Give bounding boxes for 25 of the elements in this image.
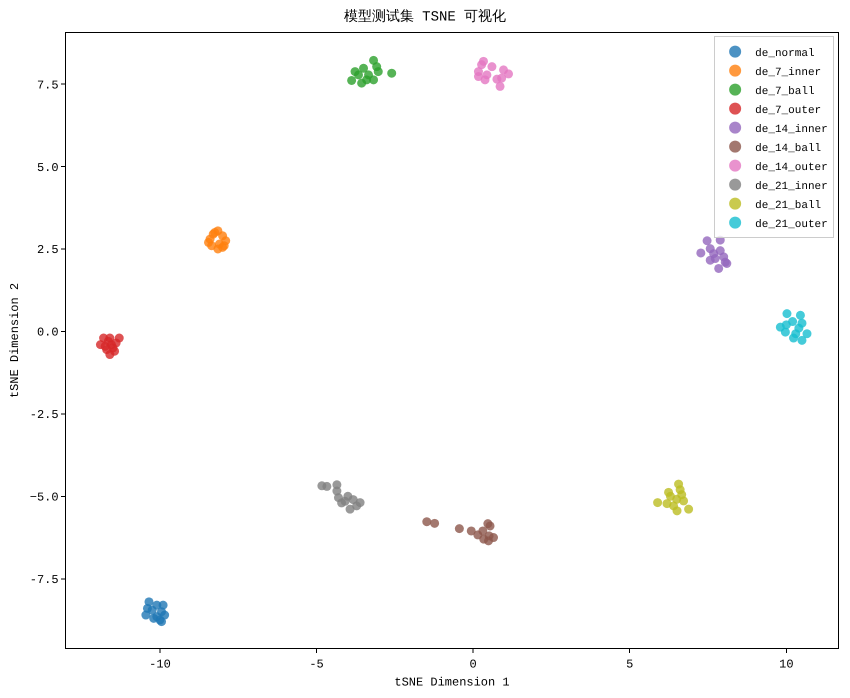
y-tick-label: -7.5: [30, 572, 59, 587]
x-axis-title: tSNE Dimension 1: [394, 675, 510, 690]
y-axis-title: tSNE Dimension 2: [8, 282, 22, 398]
legend-label: de_7_ball: [755, 86, 815, 98]
y-tick-label: 5.0: [36, 160, 59, 175]
x-tick-label: -5: [309, 657, 324, 672]
x-tick-label: 10: [779, 657, 794, 672]
y-tick-label: 0.0: [36, 326, 59, 340]
legend-label: de_21_ball: [755, 200, 822, 212]
x-tick-label: 5: [626, 657, 634, 672]
legend-label: de_14_ball: [755, 142, 822, 155]
legend-label: de_normal: [755, 48, 815, 60]
legend-label: de_21_outer: [755, 218, 828, 231]
legend-label: de_7_outer: [755, 104, 822, 117]
y-tick-label: −5.0: [30, 490, 59, 505]
legend-label: de_21_inner: [755, 180, 828, 193]
x-tick-label: 0: [470, 657, 477, 672]
y-tick-label: 7.5: [36, 78, 59, 92]
chart-title: 模型测试集 TSNE 可视化: [344, 8, 506, 26]
legend-label: de_14_outer: [755, 162, 828, 174]
legend-label: de_7_inner: [755, 66, 822, 79]
y-tick-label: 2.5: [36, 243, 59, 258]
y-tick-label: -2.5: [30, 408, 59, 422]
x-tick-label: -10: [149, 657, 171, 672]
legend-label: de_14_inner: [755, 124, 828, 136]
